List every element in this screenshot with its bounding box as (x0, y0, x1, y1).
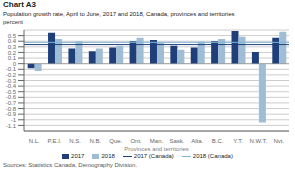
svg-text:N.B.: N.B. (90, 138, 102, 144)
svg-text:B.C.: B.C. (212, 138, 224, 144)
svg-text:Nvt.: Nvt. (273, 138, 284, 144)
html-text:2017 (Canada): 2017 (Canada) (133, 152, 174, 159)
html-text:Chart A3: Chart A3 (3, 0, 36, 9)
svg-text:-0.5: -0.5 (6, 89, 17, 95)
svg-text:P.E.I.: P.E.I. (48, 138, 62, 144)
html-text:2018: 2018 (101, 152, 115, 159)
svg-text:0.1: 0.1 (8, 55, 17, 61)
svg-text:Que.: Que. (109, 138, 122, 144)
svg-text:N.L.: N.L. (29, 138, 40, 144)
svg-text:-1.1: -1.1 (6, 123, 17, 129)
svg-text:0.5: 0.5 (8, 33, 17, 39)
svg-text:-0.2: -0.2 (6, 72, 17, 78)
svg-text:Sask.: Sask. (169, 138, 184, 144)
svg-text:-0.1: -0.1 (6, 66, 17, 72)
html-text:Sources: Statistics Canada, De: Sources: Statistics Canada, Demography D… (3, 162, 138, 168)
svg-text:N.W.T.: N.W.T. (250, 138, 268, 144)
svg-text:Ont.: Ont. (130, 138, 142, 144)
svg-text:0: 0 (13, 61, 17, 67)
svg-text:Man.: Man. (150, 138, 164, 144)
svg-text:Y.T.: Y.T. (233, 138, 243, 144)
svg-text:0.3: 0.3 (8, 44, 17, 50)
svg-text:-0.9: -0.9 (6, 111, 17, 117)
html-text:2017: 2017 (71, 152, 85, 159)
html-text:2018 (Canada): 2018 (Canada) (192, 152, 233, 159)
html-text:Population growth rate, April: Population growth rate, April to June, 2… (3, 11, 235, 17)
svg-text:-0.4: -0.4 (6, 83, 17, 89)
svg-text:0.4: 0.4 (8, 38, 17, 44)
svg-text:-0.3: -0.3 (6, 78, 17, 84)
html-text:percent: percent (3, 19, 23, 25)
svg-text:0.2: 0.2 (8, 50, 17, 56)
svg-text:N.S.: N.S. (69, 138, 81, 144)
svg-text:-1: -1 (11, 117, 17, 123)
svg-text:Alta.: Alta. (191, 138, 203, 144)
svg-text:-0.6: -0.6 (6, 94, 17, 100)
svg-text:Provinces and territories: Provinces and territories (124, 146, 189, 151)
svg-text:-0.7: -0.7 (6, 100, 17, 106)
svg-text:-0.8: -0.8 (6, 106, 17, 112)
